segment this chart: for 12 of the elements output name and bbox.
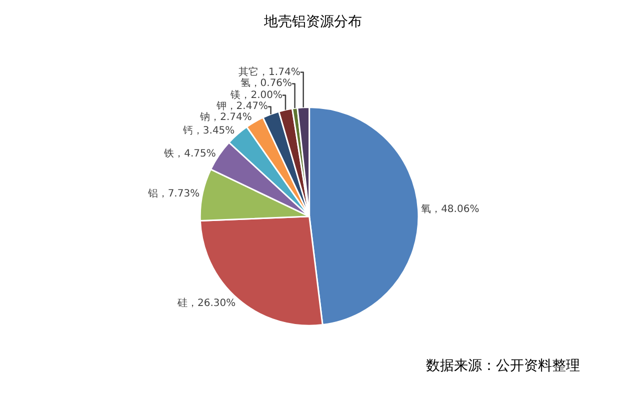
slice-label: 钾，2.47% [215, 101, 268, 112]
slice-label: 其它，1.74% [238, 66, 300, 78]
slice-label: 镁，2.00% [230, 89, 282, 102]
slice-label: 钙，3.45% [182, 126, 235, 137]
slice-label: 氢，0.76% [240, 78, 292, 90]
slice-label: 铁，4.75% [163, 147, 216, 160]
slice-label: 硅，26.30% [176, 297, 236, 310]
slice-label: 钠，2.74% [199, 112, 252, 124]
source-note: 数据来源：公开资料整理 [426, 358, 580, 374]
slice-label: 氧，48.06% [421, 204, 480, 216]
slice-label: 铝，7.73% [146, 188, 200, 200]
chart-title: 地壳铝资源分布 [263, 14, 362, 30]
